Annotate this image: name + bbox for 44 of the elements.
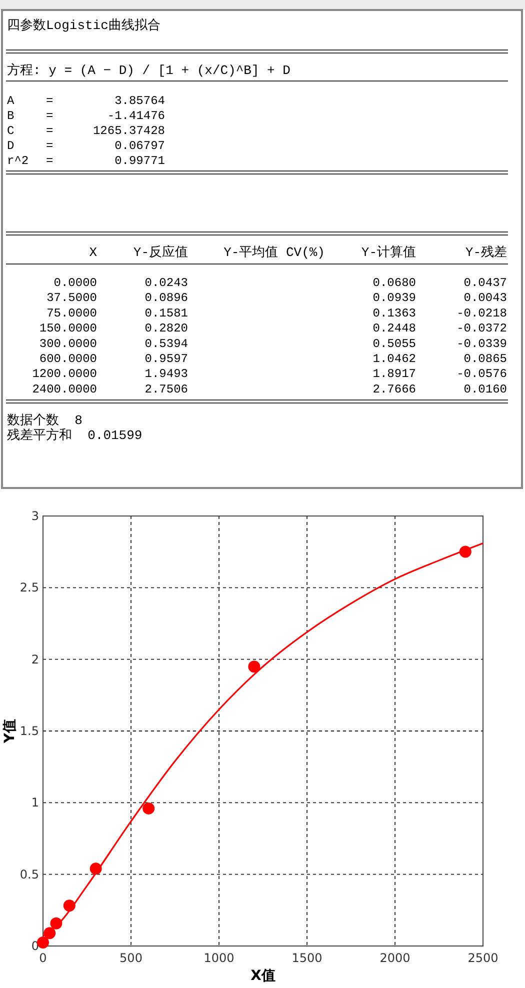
point — [459, 546, 472, 558]
text: 37.5000 0.0896 0.0939 0.0043 — [46, 291, 507, 306]
text: 方程: y = (A − D) / [1 + (x/C)^B] + D — [7, 62, 291, 78]
y-tick-label: 0 — [31, 939, 39, 953]
text: 1200.0000 1.9493 1.8917 -0.0576 — [32, 367, 507, 382]
point — [44, 927, 56, 940]
y-tick-label: 2 — [31, 652, 39, 666]
text: 0.0000 0.0243 0.0680 0.0437 — [54, 276, 507, 290]
text: 2400.0000 2.7506 2.7666 0.0160 — [32, 382, 507, 396]
x-tick-label: 500 — [120, 951, 142, 965]
text: 数据个数 8 — [7, 413, 82, 428]
text: 600.0000 0.9597 1.0462 0.0865 — [39, 352, 507, 366]
y-axis-title: Y值 — [2, 718, 18, 744]
text: C = 1265.37428 — [7, 124, 165, 138]
point — [142, 802, 155, 814]
text: 残差平方和 0.01599 — [7, 427, 142, 443]
point — [37, 936, 49, 949]
text: Y-反应值 — [133, 244, 188, 260]
point — [50, 917, 62, 930]
text: D = 0.06797 — [7, 139, 165, 153]
text: 75.0000 0.1581 0.1363 -0.0218 — [46, 306, 507, 320]
chart-title: 四参数Logistic曲线拟合 — [7, 18, 160, 33]
text: 300.0000 0.5394 0.5055 -0.0339 — [39, 336, 507, 351]
point — [63, 900, 76, 912]
text: Y-平均值 CV(%) — [224, 245, 325, 260]
y-tick-label: 1 — [31, 796, 39, 810]
text: r^2 = 0.99771 — [7, 154, 165, 168]
x-tick-label: 2000 — [380, 951, 410, 965]
point — [248, 660, 260, 673]
y-tick-label: 1.5 — [20, 724, 39, 738]
x-tick-label: 2500 — [468, 951, 498, 965]
y-tick-label: 2.5 — [20, 580, 39, 595]
text: 150.0000 0.2820 0.2448 -0.0372 — [39, 322, 507, 336]
text: A = 3.85764 — [7, 94, 165, 108]
x-axis-title: X值 — [250, 968, 276, 984]
text: B = -1.41476 — [7, 109, 165, 123]
text: Y-计算值 — [361, 245, 416, 260]
y-tick-label: 3 — [31, 509, 39, 523]
x-tick-label: 1000 — [204, 951, 234, 965]
text: X — [89, 245, 98, 260]
text: Y-残差 — [465, 245, 507, 260]
point — [90, 862, 102, 875]
y-tick-label: 0.5 — [20, 867, 39, 882]
x-tick-label: 1500 — [292, 951, 322, 965]
